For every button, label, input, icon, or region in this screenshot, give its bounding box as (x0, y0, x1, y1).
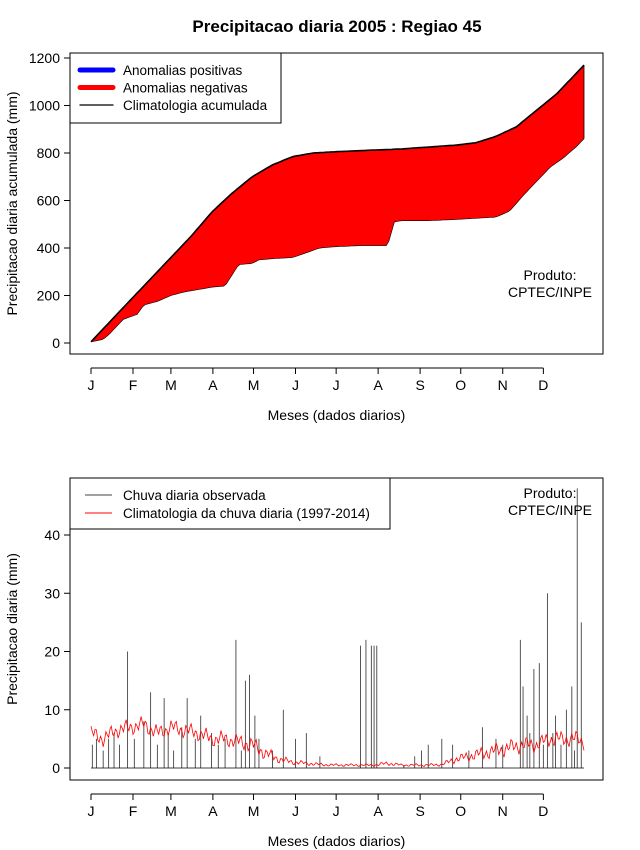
y-tick-label: 600 (37, 193, 61, 209)
x-tick-label: J (88, 377, 95, 393)
x-tick-label: A (373, 377, 383, 393)
x-tick-label: N (498, 803, 508, 819)
x-tick-label: F (129, 803, 138, 819)
x-tick-label: F (129, 377, 138, 393)
x-tick-label: A (208, 377, 218, 393)
x-axis-label: Meses (dados diarios) (268, 833, 406, 849)
legend-label: Climatologia da chuva diaria (1997-2014) (123, 506, 370, 521)
y-tick-label: 400 (37, 240, 61, 256)
y-tick-label: 0 (52, 760, 60, 776)
observed-cumulative-line (90, 138, 585, 343)
legend-box (69, 477, 391, 530)
x-tick-label: N (498, 377, 508, 393)
x-tick-label: O (455, 803, 466, 819)
y-tick-label: 0 (52, 335, 60, 351)
legend-daily: Chuva diaria observada Climatologia da ch… (69, 477, 391, 530)
legend-label: Anomalias positivas (123, 63, 243, 78)
legend-accumulated: Anomalias positivas Anomalias negativas Cl… (69, 52, 282, 124)
climatology-daily-line (90, 716, 585, 767)
climatology-cumulative-line (90, 64, 585, 343)
legend-label: Chuva diaria observada (123, 488, 266, 503)
y-axis-label: Precipitacao diaria (mm) (4, 553, 20, 705)
y-tick-label: 20 (44, 644, 60, 660)
x-tick-label: D (538, 803, 548, 819)
y-tick-label: 10 (44, 702, 60, 718)
x-tick-label: M (165, 803, 177, 819)
x-tick-label: S (415, 377, 424, 393)
x-tick-label: O (455, 377, 466, 393)
negative-anomaly-area (91, 65, 584, 342)
y-tick-label: 1200 (29, 50, 60, 66)
x-tick-label: J (292, 377, 299, 393)
x-axis-label: Meses (dados diarios) (268, 407, 406, 423)
x-tick-label: A (208, 803, 218, 819)
x-tick-label: J (333, 377, 340, 393)
product-annotation: Produto: (524, 267, 577, 283)
x-tick-label: J (292, 803, 299, 819)
x-tick-label: M (248, 377, 260, 393)
x-tick-label: J (333, 803, 340, 819)
legend-label: Anomalias negativas (123, 81, 248, 96)
x-tick-label: M (248, 803, 260, 819)
y-tick-label: 200 (37, 288, 61, 304)
y-tick-label: 40 (44, 527, 60, 543)
daily-plot: 0 10 20 30 40 J F M A M J J A S O N D Meses (dados diario… (4, 477, 604, 849)
x-tick-label: M (165, 377, 177, 393)
x-tick-label: D (538, 377, 548, 393)
x-tick-label: S (415, 803, 424, 819)
chart-title: Precipitacao diaria 2005 : Regiao 45 (192, 17, 481, 36)
product-annotation: CPTEC/INPE (508, 284, 592, 300)
product-annotation: CPTEC/INPE (508, 502, 592, 518)
y-tick-label: 800 (37, 145, 61, 161)
legend-label: Climatologia acumulada (123, 98, 268, 113)
product-annotation: Produto: (524, 485, 577, 501)
x-tick-label: J (88, 803, 95, 819)
y-tick-label: 1000 (29, 98, 60, 114)
x-tick-label: A (373, 803, 383, 819)
y-tick-label: 30 (44, 585, 60, 601)
y-axis-label: Precipitacao diaria acumulada (mm) (4, 91, 20, 315)
accumulated-plot: 0 200 400 600 800 1000 1200 J F M A M J J A S O N D Meses (… (4, 50, 604, 423)
